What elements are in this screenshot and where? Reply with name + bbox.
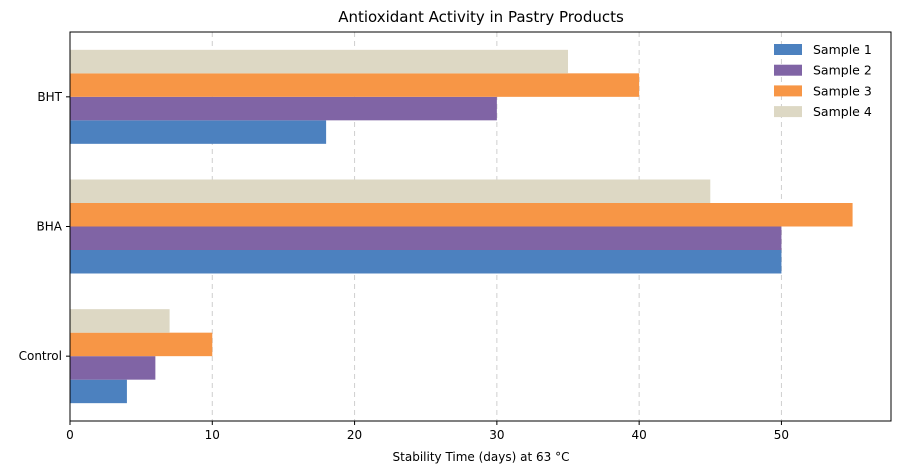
x-tick-label-20: 20 [347,428,362,442]
x-axis-label: Stability Time (days) at 63 °C [393,450,570,464]
x-axis-ticks: 0 10 20 30 40 50 [66,421,789,442]
bar-bha-sample-1 [70,250,782,274]
bar-control-sample-4 [70,309,170,333]
legend-swatch-sample-1 [774,44,802,55]
bar-bht-sample-3 [70,73,640,97]
bar-control-sample-2 [70,356,156,380]
bar-control-sample-3 [70,332,213,357]
legend-swatch-sample-2 [774,64,802,76]
legend-swatch-sample-4 [774,106,802,118]
y-tick-label-bht: BHT [37,90,62,104]
bar-bht-sample-2 [70,96,497,121]
bar-control-sample-1 [70,379,127,404]
legend-label-sample-4: Sample 4 [813,104,872,119]
y-axis-ticks: BHT BHA Control [19,90,70,363]
x-tick-label-40: 40 [632,428,647,442]
legend-label-sample-1: Sample 1 [813,42,872,57]
bars [70,49,853,404]
chart-title: Antioxidant Activity in Pastry Products [338,8,624,26]
legend-label-sample-2: Sample 2 [813,63,872,78]
y-tick-label-bha: BHA [37,220,63,234]
y-tick-label-control: Control [19,349,62,363]
legend-swatch-sample-3 [774,85,802,97]
x-tick-label-10: 10 [205,428,220,442]
bar-bha-sample-2 [70,226,782,250]
x-tick-label-0: 0 [66,428,74,442]
bar-bht-sample-1 [70,120,327,144]
legend-label-sample-3: Sample 3 [813,83,872,98]
legend: Sample 1 Sample 2 Sample 3 Sample 4 [774,42,872,119]
x-tick-label-50: 50 [774,428,789,442]
bar-bha-sample-4 [70,179,711,203]
bar-bht-sample-4 [70,49,569,74]
x-tick-label-30: 30 [489,428,504,442]
bar-bha-sample-3 [70,203,853,227]
